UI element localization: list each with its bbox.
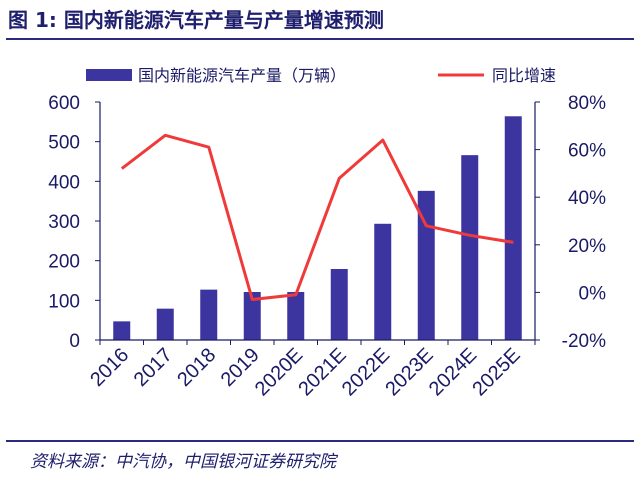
chart: 0 100 200 300 400 500 600 -20% 0% 20% 40% 60% 80% 2… — [48, 66, 606, 400]
bar-2020E — [287, 292, 305, 340]
x-tick-label: 2020E — [251, 344, 307, 400]
left-tick-label: 400 — [48, 172, 80, 193]
x-tick-label: 2024E — [425, 344, 481, 400]
x-tick-label: 2022E — [338, 344, 394, 400]
bar-2021E — [330, 268, 348, 340]
right-tick-label: 40% — [568, 188, 606, 209]
right-tick-label: 80% — [568, 93, 606, 114]
bar-2019 — [243, 292, 261, 340]
right-tick-label: 60% — [568, 141, 606, 162]
bar-2016 — [113, 321, 131, 340]
right-tick-label: 20% — [568, 236, 606, 257]
legend-bar-label: 国内新能源汽车产量（万辆） — [138, 66, 346, 85]
bar-series — [113, 116, 522, 340]
x-tick-label: 2017 — [130, 344, 177, 391]
top-rule — [6, 38, 634, 40]
bar-2017 — [156, 308, 174, 340]
left-axis-ticks: 0 100 200 300 400 500 600 — [48, 93, 100, 352]
left-tick-label: 200 — [48, 252, 80, 273]
source-note: 资料来源：中汽协，中国银河证券研究院 — [30, 452, 336, 472]
legend-bar-swatch — [86, 69, 132, 81]
left-tick-label: 300 — [48, 212, 80, 233]
right-tick-label: 0% — [579, 283, 607, 304]
growth-line — [120, 133, 514, 301]
x-tick-label: 2023E — [381, 344, 437, 400]
bar-2024E — [461, 155, 479, 340]
left-tick-label: 100 — [48, 291, 80, 312]
left-tick-label: 0 — [69, 331, 80, 352]
bar-2022E — [374, 223, 392, 340]
right-axis-ticks: -20% 0% 20% 40% 60% 80% — [535, 93, 606, 352]
x-tick-label: 2016 — [86, 344, 133, 391]
legend-line-label: 同比增速 — [492, 66, 556, 85]
x-tick-label: 2025E — [468, 344, 524, 400]
right-tick-label: -20% — [562, 331, 606, 352]
plot-area: 0 100 200 300 400 500 600 -20% 0% 20% 40% 60% 80% 2… — [48, 93, 606, 400]
left-tick-label: 600 — [48, 93, 80, 114]
left-tick-label: 500 — [48, 133, 80, 154]
bar-2018 — [200, 289, 218, 340]
bar-2025E — [504, 116, 522, 340]
x-tick-label: 2018 — [173, 344, 220, 391]
bottom-rule — [6, 440, 634, 442]
legend: 国内新能源汽车产量（万辆） 同比增速 — [86, 66, 556, 85]
x-axis-ticks: 20162017201820192020E2021E2022E2023E2024… — [86, 340, 536, 400]
figure-title: 图 1: 国内新能源汽车产量与产量增速预测 — [8, 8, 384, 32]
x-tick-label: 2021E — [294, 344, 350, 400]
